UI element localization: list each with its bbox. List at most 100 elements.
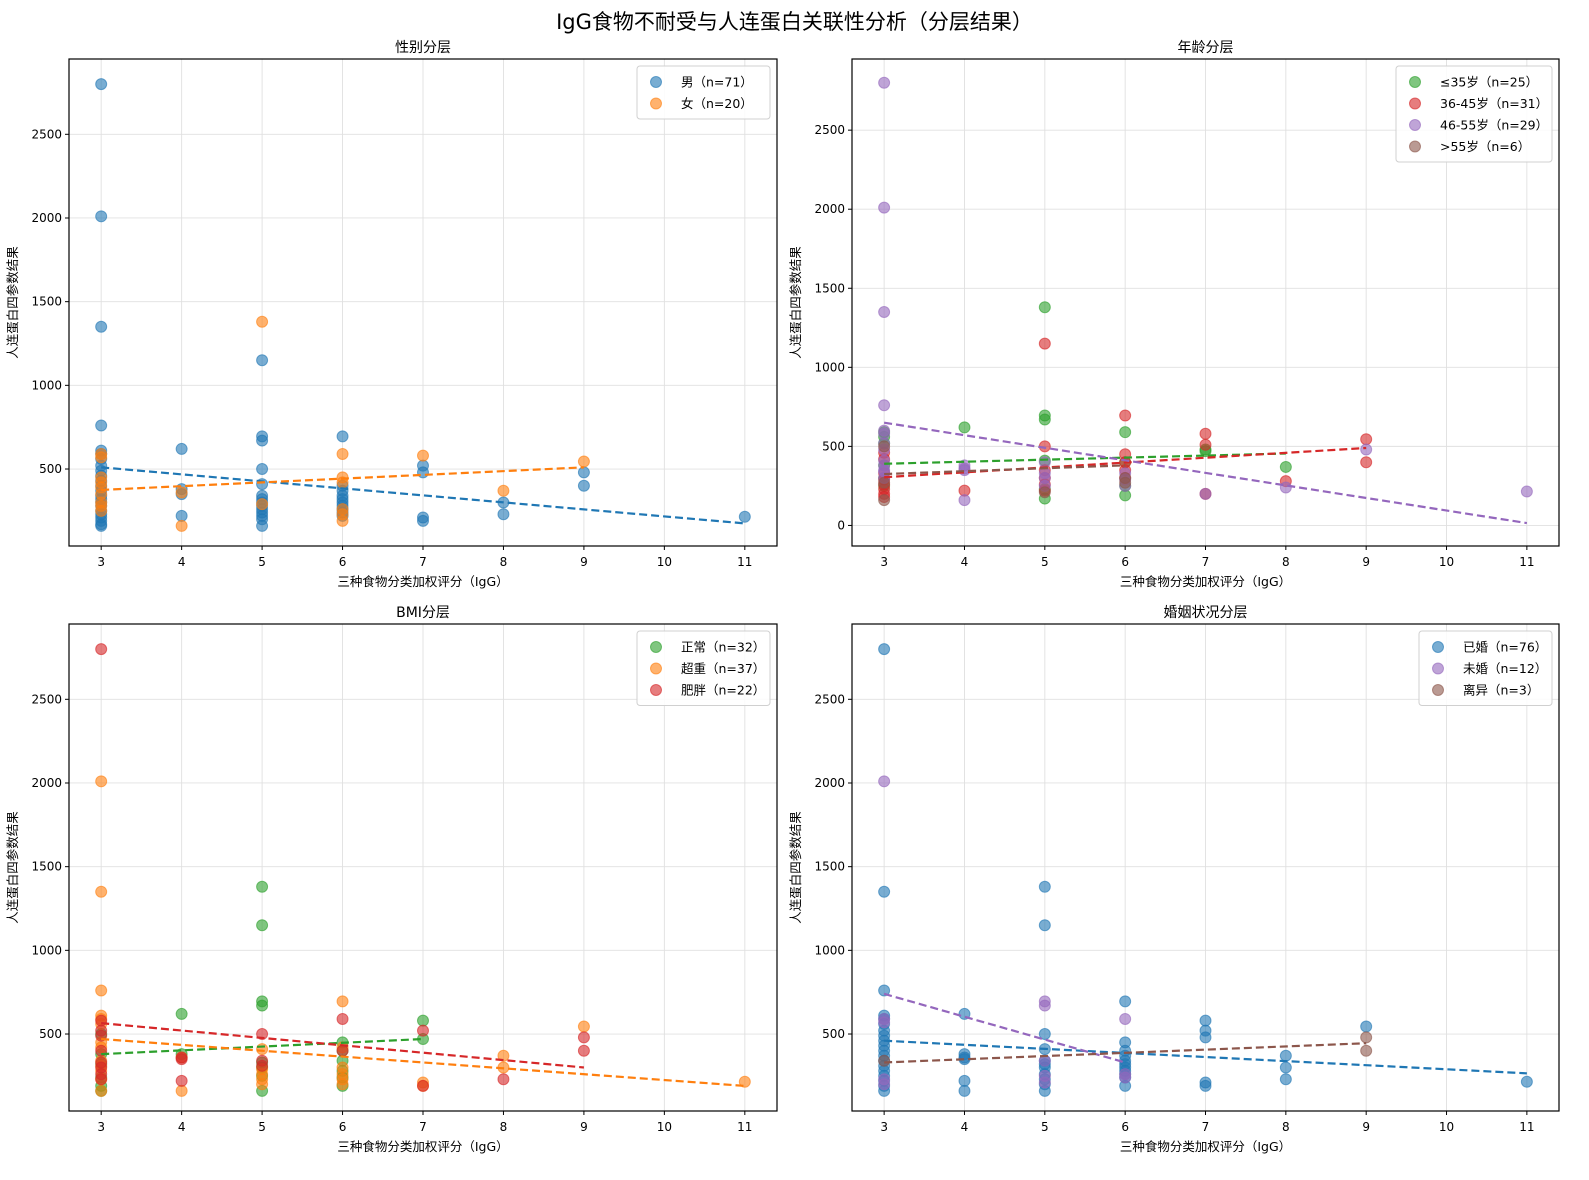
x-tick-label: 10 [657, 1120, 672, 1134]
x-tick-label: 4 [178, 555, 186, 569]
legend-label: 正常（n=32） [681, 640, 765, 655]
data-point [336, 1044, 349, 1057]
data-point [1360, 456, 1373, 469]
y-axis-label: 人连蛋白四参数结果 [5, 811, 20, 924]
legend-label: 36-45岁（n=31） [1440, 96, 1548, 111]
y-tick-label: 2500 [31, 127, 62, 141]
trend-line-1 [883, 992, 1126, 1064]
legend: 男（n=71） 女（n=20） [636, 65, 771, 120]
y-tick-label: 1500 [31, 295, 62, 309]
data-point [738, 1075, 751, 1088]
x-tick-label: 4 [178, 1120, 186, 1134]
legend-box [636, 630, 771, 706]
y-tick-label: 2000 [31, 211, 62, 225]
legend-item: 已婚（n=76） [1432, 640, 1547, 655]
series-2 [95, 643, 590, 1092]
data-point [256, 519, 269, 532]
data-point [577, 1031, 590, 1044]
data-point [1199, 1014, 1212, 1027]
x-tick-label: 6 [339, 1120, 347, 1134]
data-point [577, 1020, 590, 1033]
data-point [256, 1078, 269, 1091]
legend-label: 离异（n=3） [1463, 683, 1539, 698]
y-axis-label: 人连蛋白四参数结果 [788, 246, 803, 359]
x-axis-label: 三种食物分类加权评分（IgG） [1120, 1139, 1291, 1154]
data-point [1119, 426, 1132, 439]
x-tick-label: 8 [500, 555, 508, 569]
x-tick-label: 4 [961, 1120, 969, 1134]
x-tick-label: 6 [1121, 1120, 1129, 1134]
data-point [1119, 476, 1132, 489]
legend-item: 离异（n=3） [1432, 683, 1539, 698]
data-point [1360, 433, 1373, 446]
data-point [1279, 460, 1292, 473]
data-point [95, 775, 108, 788]
data-point [577, 1044, 590, 1057]
data-point [1038, 1028, 1051, 1041]
data-point [958, 1074, 971, 1087]
data-point [1038, 337, 1051, 350]
data-point [95, 210, 108, 223]
data-point [1038, 999, 1051, 1012]
data-point [256, 434, 269, 447]
subplot-title: BMI分层 [396, 605, 450, 621]
legend-item: >55岁（n=6） [1409, 139, 1530, 154]
trend-line-3 [884, 464, 1126, 476]
data-point [1360, 1044, 1373, 1057]
legend-item: ≤35岁（n=25） [1409, 75, 1538, 90]
data-point [95, 78, 108, 91]
data-point [958, 494, 971, 507]
legend-box [1418, 630, 1553, 706]
x-axis-label: 三种食物分类加权评分（IgG） [337, 574, 508, 589]
y-tick-label: 500 [39, 462, 62, 476]
x-tick-label: 5 [258, 555, 266, 569]
y-tick-label: 2500 [31, 692, 62, 706]
data-point [878, 201, 891, 214]
x-tick-label: 9 [1362, 555, 1370, 569]
subplot-title: 婚姻状况分层 [1164, 605, 1248, 621]
y-tick-label: 1000 [31, 378, 62, 392]
y-tick-label: 2500 [814, 692, 845, 706]
data-point [256, 919, 269, 932]
data-point [95, 451, 108, 464]
data-point [1119, 409, 1132, 422]
legend-item: 未婚（n=12） [1432, 661, 1547, 676]
x-tick-label: 9 [580, 1120, 588, 1134]
data-point [256, 463, 269, 476]
x-axis-label: 三种食物分类加权评分（IgG） [337, 1139, 508, 1154]
data-point [1038, 301, 1051, 314]
subplot-marital: 3 4 5 6 7 8 9 10 11 500 1000 1500 2000 2500 婚姻状况分层三种食物… [788, 605, 1560, 1154]
subplot-gender: 3 4 5 6 7 8 9 10 11 500 1000 1500 2000 2500 性别分层三种食物分类… [5, 40, 778, 589]
legend-marker [1432, 684, 1444, 696]
series-3 [878, 440, 1132, 507]
y-tick-label: 1500 [31, 860, 62, 874]
y-tick-label: 0 [837, 518, 845, 532]
x-tick-label: 7 [419, 1120, 427, 1134]
y-axis-label: 人连蛋白四参数结果 [5, 246, 20, 359]
legend-item: 女（n=20） [650, 96, 753, 111]
data-point [1119, 995, 1132, 1008]
x-tick-label: 5 [1041, 555, 1049, 569]
data-point [95, 1073, 108, 1086]
y-tick-label: 1000 [814, 360, 845, 374]
data-point [175, 1074, 188, 1087]
data-point [336, 514, 349, 527]
trend-line-2 [101, 1022, 585, 1069]
data-point [878, 399, 891, 412]
legend-item: 肥胖（n=22） [650, 683, 765, 698]
subplot-age: 3 4 5 6 7 8 9 10 11 0 500 1000 1500 2000 2500 年龄分层三种食物分… [788, 40, 1560, 589]
y-tick-label: 500 [39, 1027, 62, 1041]
legend-label: 未婚（n=12） [1463, 661, 1547, 676]
legend-label: ≤35岁（n=25） [1440, 75, 1538, 90]
trend-line-0 [101, 1037, 424, 1056]
legend-marker [1409, 140, 1421, 153]
legend-marker [1409, 76, 1421, 88]
x-tick-label: 3 [880, 1120, 888, 1134]
data-point [417, 466, 429, 479]
data-point [577, 466, 590, 479]
data-point [1279, 481, 1292, 494]
legend-marker [1432, 641, 1444, 653]
data-point [878, 984, 891, 997]
legend: 已婚（n=76） 未婚（n=12） 离异（n=3） [1418, 630, 1553, 706]
data-point [175, 486, 188, 499]
